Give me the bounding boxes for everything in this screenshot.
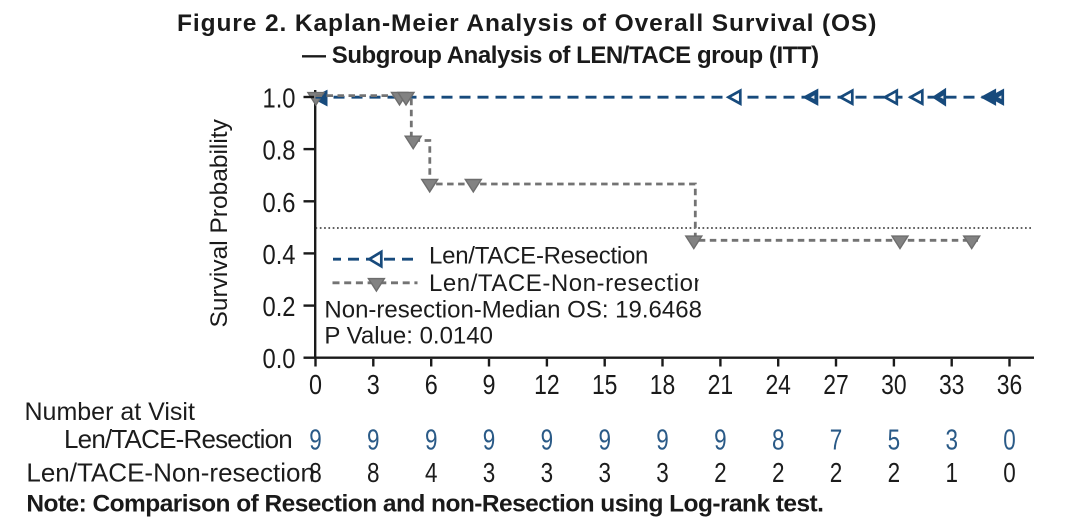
svg-text:8: 8 (309, 457, 322, 488)
svg-text:21: 21 (708, 369, 734, 400)
svg-text:Len/TACE-Resection: Len/TACE-Resection (64, 424, 292, 454)
svg-text:3: 3 (656, 457, 669, 488)
svg-text:Len/TACE-Non-resection: Len/TACE-Non-resection (429, 270, 707, 297)
svg-text:6: 6 (425, 369, 438, 400)
svg-text:3: 3 (598, 457, 611, 488)
svg-text:0.0: 0.0 (263, 343, 296, 374)
svg-text:3: 3 (367, 369, 380, 400)
svg-text:Len/TACE-Resection: Len/TACE-Resection (429, 243, 648, 270)
svg-text:24: 24 (765, 369, 791, 400)
svg-text:0: 0 (309, 369, 322, 400)
svg-text:9: 9 (483, 369, 496, 400)
svg-text:5: 5 (888, 425, 901, 457)
svg-text:2: 2 (830, 457, 843, 488)
svg-text:27: 27 (823, 369, 849, 400)
svg-text:9: 9 (541, 425, 554, 457)
svg-text:0: 0 (1003, 425, 1016, 457)
svg-text:2: 2 (772, 457, 785, 488)
svg-text:7: 7 (830, 425, 843, 457)
svg-text:Note: Comparison of Resection: Note: Comparison of Resection and non-Re… (26, 491, 823, 518)
svg-text:18: 18 (650, 369, 676, 400)
svg-text:12: 12 (534, 369, 560, 400)
svg-text:30: 30 (881, 369, 907, 400)
svg-text:9: 9 (598, 425, 611, 457)
svg-text:9: 9 (656, 425, 669, 457)
svg-text:15: 15 (592, 369, 618, 400)
svg-text:0.6: 0.6 (263, 187, 296, 218)
svg-text:Number at Visit: Number at Visit (25, 398, 195, 426)
svg-text:3: 3 (483, 457, 496, 488)
svg-text:1: 1 (945, 457, 958, 488)
svg-text:9: 9 (425, 425, 438, 457)
svg-text:33: 33 (939, 369, 965, 400)
svg-text:3: 3 (541, 457, 554, 488)
svg-text:36: 36 (997, 369, 1023, 400)
svg-text:Len/TACE-Non-resection: Len/TACE-Non-resection (26, 457, 315, 487)
svg-text:8: 8 (367, 457, 380, 488)
svg-text:Figure 2. Kaplan-Meier Analysi: Figure 2. Kaplan-Meier Analysis of Overa… (177, 10, 877, 37)
svg-text:— Subgroup Analysis of LEN/TAC: — Subgroup Analysis of LEN/TACE group (I… (302, 42, 819, 69)
svg-text:2: 2 (888, 457, 901, 488)
svg-text:9: 9 (367, 425, 380, 457)
svg-text:2: 2 (714, 457, 727, 488)
svg-text:Survival Probability: Survival Probability (206, 118, 233, 327)
svg-text:9: 9 (309, 425, 322, 457)
svg-text:4: 4 (425, 457, 438, 488)
svg-text:8: 8 (772, 425, 785, 457)
svg-text:0.8: 0.8 (263, 135, 296, 166)
svg-text:0.2: 0.2 (263, 291, 296, 322)
svg-text:9: 9 (714, 425, 727, 457)
svg-text:0.4: 0.4 (263, 239, 296, 270)
svg-text:9: 9 (483, 425, 496, 457)
svg-text:0: 0 (1003, 457, 1016, 488)
svg-text:3: 3 (945, 425, 958, 457)
svg-text:1.0: 1.0 (263, 83, 296, 114)
svg-text:P Value: 0.0140: P Value: 0.0140 (324, 323, 493, 350)
svg-text:Non-resection-Median OS: 19.64: Non-resection-Median OS: 19.6468 (324, 297, 702, 324)
